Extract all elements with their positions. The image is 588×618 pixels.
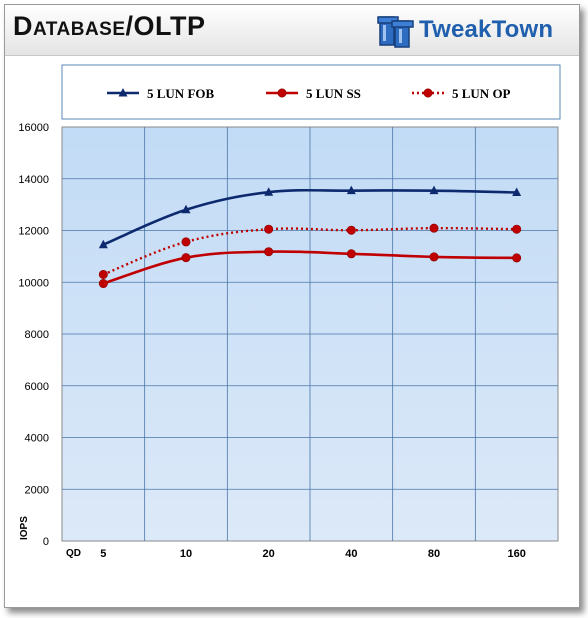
triangle-marker bbox=[98, 239, 108, 249]
circle-marker bbox=[512, 224, 522, 234]
y-tick-label: 10000 bbox=[18, 277, 49, 289]
legend-label: 5 LUN FOB bbox=[147, 86, 215, 101]
circle-marker bbox=[181, 237, 191, 247]
x-tick-label: 80 bbox=[428, 548, 440, 560]
y-tick-label: 2000 bbox=[25, 484, 49, 496]
y-tick-label: 14000 bbox=[18, 174, 49, 186]
triangle-marker bbox=[429, 185, 439, 195]
x-tick-label: 160 bbox=[507, 548, 525, 560]
series-group bbox=[98, 185, 522, 289]
triangle-marker bbox=[346, 185, 356, 195]
x-axis-label: QD bbox=[66, 548, 81, 559]
x-tick-label: 20 bbox=[263, 548, 275, 560]
triangle-marker bbox=[512, 187, 522, 196]
x-tick-label: 40 bbox=[345, 548, 357, 560]
y-tick-label: 0 bbox=[43, 536, 49, 548]
circle-marker bbox=[181, 253, 191, 263]
x-tick-label: 5 bbox=[100, 548, 106, 560]
series-line-0 bbox=[102, 188, 517, 246]
x-tick-labels: 5 10 20 40 80 160 bbox=[100, 548, 526, 560]
legend-label: 5 LUN SS bbox=[306, 86, 361, 101]
y-tick-label: 16000 bbox=[18, 122, 49, 134]
y-tick-label: 6000 bbox=[25, 381, 49, 393]
y-tick-label: 12000 bbox=[18, 226, 49, 238]
y-axis-label: IOPS bbox=[19, 516, 30, 540]
legend: 5 LUN FOB 5 LUN SS 5 LUN OP bbox=[107, 86, 511, 101]
triangle-marker bbox=[181, 204, 191, 214]
circle-marker bbox=[429, 223, 439, 233]
circle-marker bbox=[277, 88, 287, 98]
legend-box bbox=[61, 64, 561, 120]
circle-marker bbox=[98, 279, 108, 289]
grid bbox=[62, 127, 558, 541]
tt-logo-icon bbox=[377, 16, 414, 48]
series-line-1 bbox=[102, 250, 517, 285]
circle-marker bbox=[346, 225, 356, 235]
tweaktown-logo: TweakTown bbox=[377, 11, 573, 51]
chart-header: Database/OLTP TweakTown bbox=[5, 5, 579, 56]
circle-marker bbox=[429, 252, 439, 262]
x-tick-label: 10 bbox=[180, 548, 192, 560]
logo-text: TweakTown bbox=[419, 16, 554, 43]
y-tick-label: 4000 bbox=[25, 433, 49, 445]
circle-marker bbox=[512, 253, 522, 263]
circle-marker bbox=[346, 249, 356, 259]
legend-label: 5 LUN OP bbox=[452, 86, 511, 101]
circle-marker bbox=[264, 224, 274, 234]
triangle-marker bbox=[118, 88, 128, 97]
circle-marker bbox=[423, 88, 433, 98]
circle-marker bbox=[98, 269, 108, 279]
triangle-marker bbox=[264, 187, 274, 196]
chart-title: Database/OLTP bbox=[13, 11, 206, 41]
circle-marker bbox=[264, 247, 274, 257]
y-tick-label: 8000 bbox=[25, 329, 49, 341]
y-tick-labels: 0 2000 4000 6000 8000 10000 12000 14000 16000 bbox=[18, 122, 49, 548]
